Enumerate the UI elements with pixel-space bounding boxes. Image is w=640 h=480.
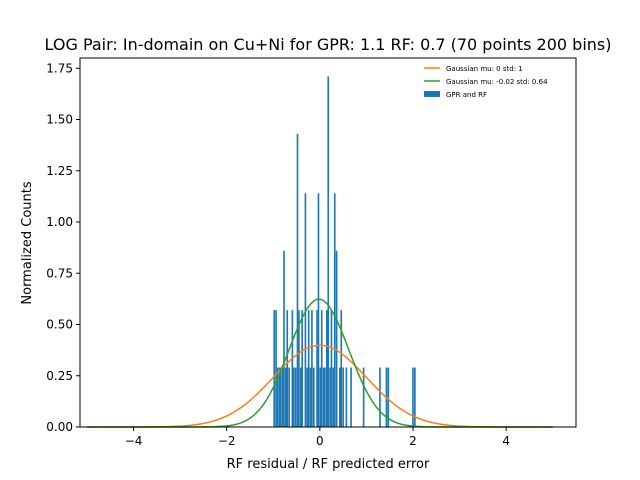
histogram-bar: [296, 133, 299, 427]
y-tick-label: 0.75: [46, 266, 73, 280]
y-axis-label: Normalized Counts: [20, 181, 35, 304]
histogram-bar: [311, 310, 313, 427]
histogram-bar: [299, 367, 302, 427]
histogram-bar: [286, 310, 289, 427]
histogram-bar: [387, 367, 390, 427]
histogram-bar: [304, 193, 307, 427]
histogram-bar: [276, 367, 279, 427]
x-tick-label: −4: [125, 434, 143, 448]
histogram-bar: [339, 367, 341, 427]
legend-label: GPR and RF: [446, 91, 487, 99]
histogram-bar: [279, 367, 282, 427]
histogram-bar: [312, 367, 315, 427]
histogram-bar: [281, 367, 284, 427]
histogram-bar: [285, 367, 287, 427]
legend-label: Gaussian mu: -0.02 std: 0.64: [446, 78, 548, 86]
histogram-bar: [350, 367, 352, 427]
histogram-bar: [306, 367, 309, 427]
histogram-bar: [301, 310, 303, 427]
histogram-bar: [335, 250, 338, 427]
y-tick-label: 1.75: [46, 61, 73, 75]
histogram-bar: [309, 367, 312, 427]
histogram-bar: [316, 310, 318, 427]
histogram-bar: [319, 367, 322, 427]
histogram-bar: [340, 310, 343, 427]
histogram-bar: [307, 310, 310, 427]
histogram-bar: [298, 310, 300, 427]
y-tick-label: 0.25: [46, 369, 73, 383]
histogram-bar: [329, 367, 331, 427]
histogram-bar: [332, 367, 335, 427]
histogram-bar: [342, 367, 344, 427]
histogram-bar: [292, 367, 295, 427]
x-tick-label: 0: [316, 434, 324, 448]
y-tick-label: 1.50: [46, 113, 73, 127]
legend: Gaussian mu: 0 std: 1 Gaussian mu: -0.02 …: [424, 65, 548, 99]
histogram-bar: [294, 367, 297, 427]
histogram-bar: [291, 310, 294, 427]
histogram-bar: [362, 367, 365, 427]
legend-label: Gaussian mu: 0 std: 1: [446, 65, 523, 73]
y-tick-label: 1.00: [46, 215, 73, 229]
histogram-bar: [327, 76, 330, 427]
histogram-bar: [273, 310, 276, 427]
histogram-bar: [324, 367, 326, 427]
histogram-bar: [333, 193, 336, 427]
histogram-bar: [320, 310, 323, 427]
histogram-bar: [330, 310, 333, 427]
histogram-bar: [414, 367, 416, 427]
y-tick-label: 1.25: [46, 164, 73, 178]
chart-title: LOG Pair: In-domain on Cu+Ni for GPR: 1.…: [45, 35, 612, 54]
histogram-bar: [288, 367, 290, 427]
x-axis-label: RF residual / RF predicted error: [227, 457, 430, 472]
histogram-bar: [322, 367, 325, 427]
y-tick-label: 0.00: [46, 420, 73, 434]
x-tick-label: −2: [218, 434, 236, 448]
histogram-bar: [345, 367, 348, 427]
histogram-bar: [283, 250, 285, 427]
histogram-bar: [379, 367, 381, 427]
y-axis-ticks: 0.00 0.25 0.50 0.75 1.00 1.25 1.50 1.75: [46, 61, 80, 434]
axes-frame: [79, 57, 577, 428]
histogram-bar: [317, 193, 320, 427]
legend-swatch: [424, 91, 440, 97]
histogram-bar: [278, 367, 281, 427]
x-tick-label: 4: [502, 434, 510, 448]
x-axis-ticks: −4 −2 0 2 4: [125, 427, 510, 448]
histogram-bar: [326, 310, 328, 427]
x-tick-label: 2: [409, 434, 417, 448]
histogram-bar: [275, 310, 277, 427]
histogram-bar: [412, 367, 414, 427]
y-tick-label: 0.50: [46, 318, 73, 332]
